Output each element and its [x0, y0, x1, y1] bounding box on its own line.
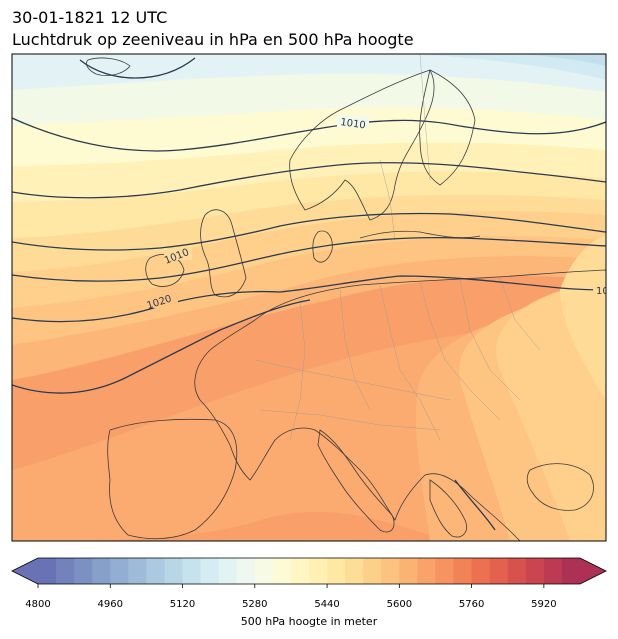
label-bg [164, 248, 192, 260]
colorbar-cell [561, 558, 581, 584]
colorbar-tick-label: 4960 [97, 599, 123, 610]
colorbar-tick-label: 5760 [458, 599, 485, 610]
height-band [12, 54, 606, 92]
isobar-line [12, 275, 606, 323]
map-datetime: 30-01-1821 12 UTC [12, 8, 168, 27]
colorbar-cell [38, 558, 57, 584]
colorbar-cell [399, 558, 418, 584]
colorbar-tick-label: 5600 [386, 599, 413, 610]
colorbar-cell [290, 558, 310, 584]
colorbar-tick-label: 5440 [314, 599, 340, 610]
label-bg [593, 284, 606, 296]
height-band [420, 54, 606, 80]
colorbar [11, 557, 607, 588]
map-area: 1010 1010 1020 10 [12, 54, 609, 541]
map-subtitle: Luchtdruk op zeeniveau in hPa en 500 hPa… [12, 30, 414, 49]
colorbar-min-arrow [12, 558, 38, 584]
colorbar-cell [128, 558, 147, 584]
colorbar-cell [525, 558, 545, 584]
colorbar-cell [381, 558, 400, 584]
colorbar-cell [92, 558, 111, 584]
colorbar-cell [164, 558, 184, 584]
colorbar-cell [363, 558, 382, 584]
isobar-labels: 1010 1010 1020 10 [146, 115, 609, 312]
colorbar-cell [417, 558, 436, 584]
colorbar-cell [146, 558, 165, 584]
isobar-label: 1010 [340, 117, 367, 131]
label-bg [146, 296, 178, 308]
colorbar-cell [200, 558, 220, 584]
colorbar-tick-label: 5920 [531, 599, 557, 610]
colorbar-cell [272, 558, 292, 584]
colorbar-cell [110, 558, 129, 584]
colorbar-cell [453, 558, 473, 584]
colorbar-tick-label: 4800 [25, 599, 51, 610]
isobar-line [12, 162, 606, 199]
colorbar-cell [182, 558, 202, 584]
colorbar-ticks [37, 584, 545, 588]
colorbar-cell [309, 558, 328, 584]
colorbar-tick-label: 5120 [169, 599, 196, 610]
borders [254, 54, 541, 441]
colorbar-cell [471, 558, 491, 584]
map-border [11, 53, 607, 542]
colorbar-cells [38, 558, 581, 584]
isobar-line [12, 299, 311, 394]
colorbar-cell [435, 558, 455, 584]
colorbar-cell [345, 558, 364, 584]
colorbar-cell [218, 558, 238, 584]
colorbar-title: 500 hPa hoogte in meter [240, 615, 378, 628]
isobar-label: 10 [596, 286, 609, 297]
isobar-line [79, 57, 196, 79]
colorbar-cell [489, 558, 509, 584]
label-bg [337, 115, 369, 127]
colorbar-cell [254, 558, 274, 584]
colorbar-cell [543, 558, 563, 584]
isobar-line [454, 479, 496, 531]
colorbar-cell [236, 558, 256, 584]
isobar-line [12, 212, 606, 251]
isobar-line [12, 236, 606, 282]
colorbar-tick-label: 5280 [242, 599, 268, 610]
colorbar-cell [56, 558, 75, 584]
colorbar-cell [74, 558, 93, 584]
height-band [520, 54, 606, 66]
colorbar-max-arrow [580, 558, 606, 584]
colorbar-cell [327, 558, 346, 584]
colorbar-cell [507, 558, 527, 584]
